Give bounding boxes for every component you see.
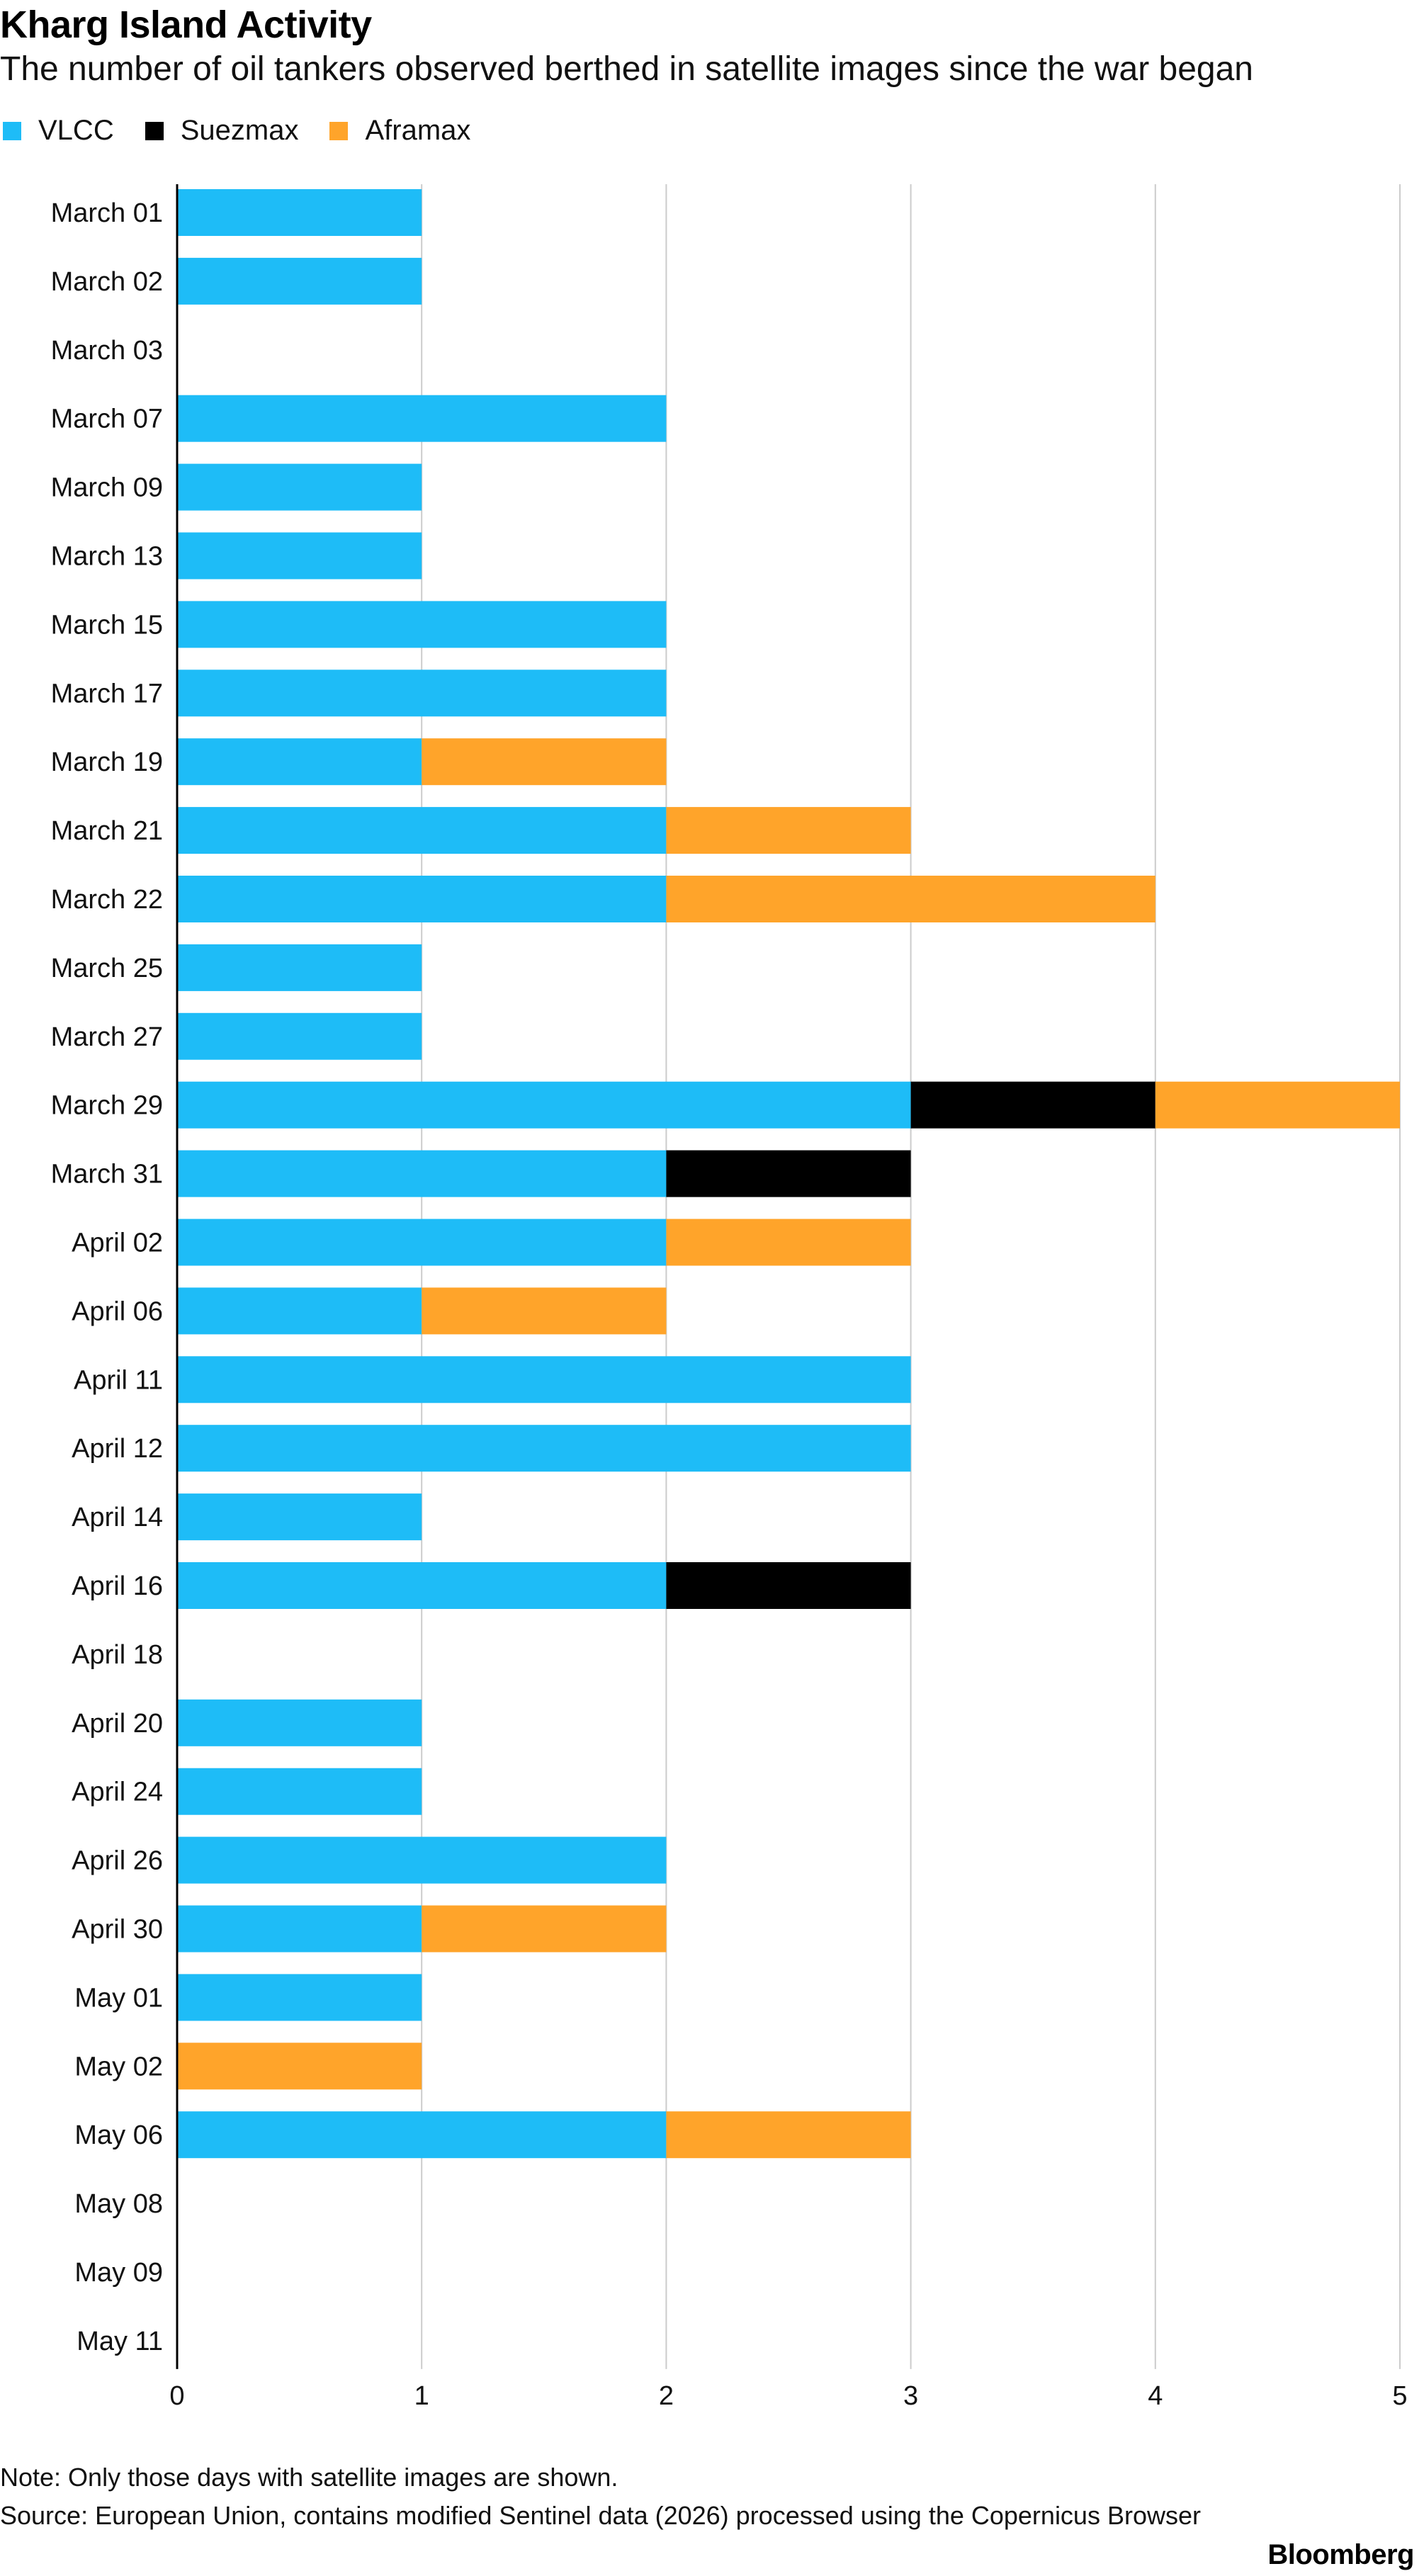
bar-vlcc [177,1219,667,1266]
bar-vlcc [177,1425,911,1472]
y-tick-label: April 11 [74,1365,163,1395]
bar-aframax [177,2043,422,2090]
legend-item-aframax: Aframax [329,115,470,147]
x-tick-label: 1 [414,2381,429,2411]
bar-vlcc [177,1562,667,1609]
y-tick-label: April 24 [72,1778,163,1807]
y-tick-label: April 16 [72,1571,163,1601]
bar-vlcc [177,463,422,511]
bar-vlcc [177,1836,667,1884]
bar-vlcc [177,395,667,442]
bar-aframax [422,738,667,786]
bar-vlcc [177,2111,667,2159]
y-tick-label: March 07 [51,405,163,434]
y-tick-label: May 11 [77,2327,163,2356]
y-tick-label: March 29 [51,1091,163,1121]
bar-vlcc [177,1150,667,1197]
legend-label-suezmax: Suezmax [180,115,299,146]
bar-vlcc [177,257,422,305]
bar-vlcc [177,1287,422,1335]
bar-vlcc [177,601,667,648]
y-tick-label: March 13 [51,542,163,572]
y-tick-label: April 30 [72,1915,163,1945]
y-tick-label: March 03 [51,336,163,366]
y-tick-label: April 18 [72,1640,163,1670]
bar-aframax [1155,1081,1400,1129]
bar-vlcc [177,944,422,991]
y-tick-label: April 14 [72,1503,163,1532]
bar-vlcc [177,876,667,922]
x-tick-label: 5 [1392,2381,1407,2411]
bar-aframax [666,2111,911,2159]
y-tick-label: March 27 [51,1022,163,1052]
bar-vlcc [177,1356,911,1403]
y-tick-label: March 25 [51,954,163,983]
bar-vlcc [177,670,667,717]
y-tick-label: April 12 [72,1434,163,1464]
y-tick-label: March 17 [51,679,163,708]
chart-subtitle: The number of oil tankers observed berth… [0,50,1253,88]
y-tick-label: March 15 [51,610,163,640]
y-tick-label: April 20 [72,1709,163,1739]
bar-vlcc [177,738,422,786]
x-tick-label: 3 [903,2381,918,2411]
y-tick-label: May 08 [74,2189,163,2219]
y-tick-label: March 01 [51,198,163,228]
bar-aframax [422,1905,667,1953]
legend-swatch-aframax [329,121,349,140]
bar-suezmax [910,1081,1155,1129]
chart-source: Source: European Union, contains modifie… [0,2501,1201,2530]
legend: VLCC Suezmax Aframax [3,115,502,147]
bar-aframax [666,876,1155,922]
legend-label-aframax: Aframax [365,115,471,146]
y-tick-label: May 06 [74,2120,163,2150]
legend-item-suezmax: Suezmax [145,115,299,147]
y-tick-label: March 19 [51,747,163,777]
bar-suezmax [666,1150,911,1197]
y-tick-label: April 26 [72,1846,163,1876]
brand-logo: Bloomberg [1267,2539,1414,2570]
bar-vlcc [177,1768,422,1815]
x-tick-label: 2 [659,2381,674,2411]
y-tick-label: March 31 [51,1160,163,1190]
x-tick-label: 4 [1148,2381,1163,2411]
stacked-bar-chart: March 01 March 02 March 03 March 07 March 09… [51,184,1408,2411]
bar-aframax [422,1287,667,1335]
bar-vlcc [177,807,667,854]
bar-aframax [666,807,911,854]
y-tick-label: April 06 [72,1297,163,1326]
y-tick-label: March 02 [51,267,163,297]
y-tick-label: May 02 [74,2052,163,2081]
y-tick-label: March 21 [51,816,163,846]
bar-vlcc [177,1081,911,1129]
legend-swatch-suezmax [145,121,164,140]
bar-vlcc [177,1905,422,1953]
bar-vlcc [177,1012,422,1060]
chart-title: Kharg Island Activity [0,4,372,46]
chart-note: Note: Only those days with satellite ima… [0,2463,618,2492]
bar-aframax [666,1219,911,1266]
x-tick-label: 0 [169,2381,184,2411]
y-tick-label: May 01 [74,1983,163,2013]
y-tick-label: April 02 [72,1228,163,1258]
legend-label-vlcc: VLCC [38,115,114,146]
bar-vlcc [177,532,422,580]
y-tick-label: March 09 [51,473,163,503]
bar-vlcc [177,1699,422,1746]
bar-vlcc [177,1974,422,2021]
legend-item-vlcc: VLCC [3,115,114,147]
legend-swatch-vlcc [3,121,21,140]
y-tick-label: May 09 [74,2258,163,2288]
bar-vlcc [177,1493,422,1541]
y-tick-label: March 22 [51,885,163,915]
bar-vlcc [177,189,422,236]
bar-suezmax [666,1562,911,1609]
